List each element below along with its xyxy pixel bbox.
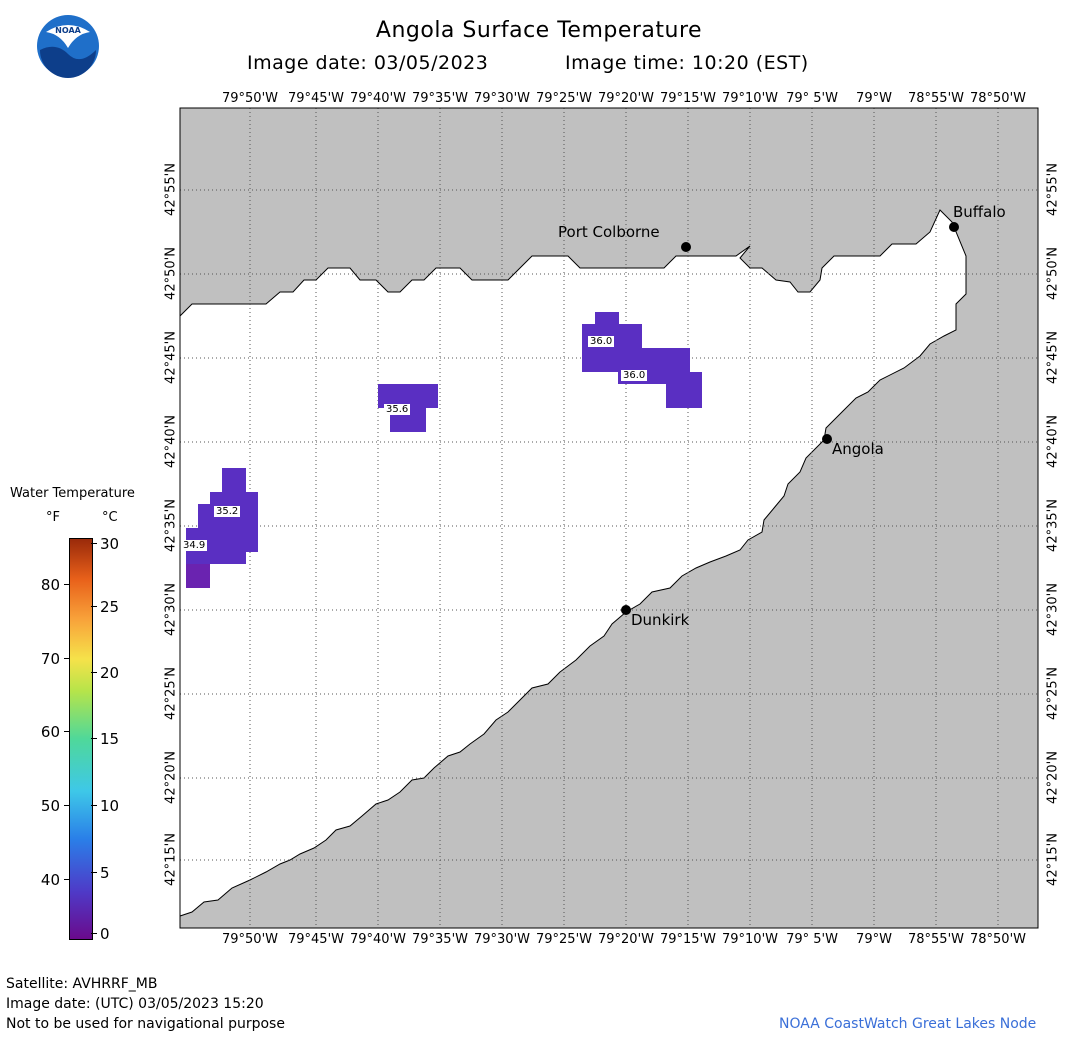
place-dunkirk: Dunkirk: [631, 611, 690, 629]
legend-tick-f: 60: [40, 723, 60, 741]
buffalo-marker-icon: [949, 222, 959, 232]
legend-tick-mark: [91, 543, 97, 544]
legend-tick-mark: [91, 606, 97, 607]
temp-label: 35.2: [214, 506, 241, 517]
place-buffalo: Buffalo: [953, 203, 1006, 221]
legend-tick-mark: [64, 879, 70, 880]
temp-label: 36.0: [588, 336, 615, 347]
lat-label-right: 42°15'N: [1045, 833, 1061, 886]
lon-label-top: 79°40'W: [349, 91, 406, 106]
footer-utc-date: Image date: (UTC) 03/05/2023 15:20: [6, 996, 264, 1012]
lake-water: [179, 209, 967, 917]
angola-marker-icon: [822, 434, 832, 444]
lon-label-bottom: 78°55'W: [907, 932, 964, 947]
lat-label-right: 42°55'N: [1045, 163, 1061, 216]
legend-unit-f: °F: [46, 510, 60, 525]
lon-label-top: 79°30'W: [473, 91, 530, 106]
map-title: Angola Surface Temperature: [375, 18, 703, 43]
lon-label-bottom: 79°40'W: [349, 932, 406, 947]
lat-label-right: 42°30'N: [1045, 583, 1061, 636]
lat-label-left: 42°30'N: [163, 583, 179, 636]
lon-label-bottom: 79°25'W: [535, 932, 592, 947]
lon-label-bottom: 79°35'W: [411, 932, 468, 947]
lon-label-bottom: 79°50'W: [221, 932, 278, 947]
legend-tick-c: 10: [100, 797, 120, 815]
legend-tick-mark: [91, 805, 97, 806]
lon-label-bottom: 79°20'W: [597, 932, 654, 947]
lat-label-left: 42°20'N: [163, 751, 179, 804]
lat-label-right: 42°35'N: [1045, 499, 1061, 552]
legend-tick-mark: [91, 738, 97, 739]
lat-label-left: 42°15'N: [163, 833, 179, 886]
logo-text: NOAA: [55, 26, 81, 35]
image-date-label: Image date: 03/05/2023: [247, 52, 489, 74]
lon-label-bottom: 79°45'W: [287, 932, 344, 947]
footer-credit: NOAA CoastWatch Great Lakes Node: [779, 1016, 1037, 1032]
legend-tick-c: 5: [100, 864, 110, 882]
temp-label: 34.9: [181, 540, 208, 551]
lon-label-top: 79°35'W: [411, 91, 468, 106]
legend-tick-c: 30: [100, 535, 120, 553]
dunkirk-marker-icon: [621, 605, 631, 615]
temp-label: 35.6: [384, 404, 411, 415]
legend-tick-mark: [91, 672, 97, 673]
lon-label-top: 79°45'W: [287, 91, 344, 106]
port-colborne-marker-icon: [681, 242, 691, 252]
legend-tick-c: 15: [100, 730, 120, 748]
lat-label-right: 42°20'N: [1045, 751, 1061, 804]
lon-label-top: 79°20'W: [597, 91, 654, 106]
lon-label-bottom: 79°10'W: [721, 932, 778, 947]
map-frame: [179, 107, 1039, 929]
legend-tick-f: 80: [40, 576, 60, 594]
lat-label-right: 42°50'N: [1045, 247, 1061, 300]
lon-label-bottom: 79°15'W: [659, 932, 716, 947]
lon-label-bottom: 79°W: [856, 932, 892, 947]
legend-tick-f: 40: [40, 871, 60, 889]
lat-label-left: 42°35'N: [163, 499, 179, 552]
legend-tick-f: 70: [40, 650, 60, 668]
lat-label-left: 42°40'N: [163, 415, 179, 468]
legend-tick-f: 50: [40, 797, 60, 815]
lat-label-left: 42°45'N: [163, 331, 179, 384]
lon-label-bottom: 78°50'W: [969, 932, 1026, 947]
legend-tick-mark: [91, 933, 97, 934]
lat-label-left: 42°25'N: [163, 667, 179, 720]
temp-label: 36.0: [621, 370, 648, 381]
lon-label-top: 79°15'W: [659, 91, 716, 106]
lon-label-bottom: 79° 5'W: [786, 932, 838, 947]
lon-label-top: 79°50'W: [221, 91, 278, 106]
legend-unit-c: °C: [102, 510, 118, 525]
place-port-colborne: Port Colborne: [558, 223, 660, 241]
lat-label-left: 42°55'N: [163, 163, 179, 216]
lon-label-top: 79°W: [856, 91, 892, 106]
legend-colorbar: [69, 538, 93, 940]
legend-tick-mark: [64, 731, 70, 732]
lon-label-top: 79°10'W: [721, 91, 778, 106]
legend-tick-mark: [91, 872, 97, 873]
lon-label-top: 79°25'W: [535, 91, 592, 106]
noaa-logo-icon: [36, 14, 100, 78]
lat-label-right: 42°45'N: [1045, 331, 1061, 384]
legend-tick-mark: [64, 584, 70, 585]
lon-label-top: 78°50'W: [969, 91, 1026, 106]
footer-disclaimer: Not to be used for navigational purpose: [6, 1016, 285, 1032]
lat-label-right: 42°40'N: [1045, 415, 1061, 468]
image-time-label: Image time: 10:20 (EST): [565, 52, 809, 74]
legend-tick-mark: [64, 658, 70, 659]
place-angola: Angola: [832, 440, 884, 458]
lon-label-top: 78°55'W: [907, 91, 964, 106]
legend-tick-c: 0: [100, 925, 110, 943]
legend-tick-mark: [64, 805, 70, 806]
legend-tick-c: 25: [100, 598, 120, 616]
footer-satellite: Satellite: AVHRRF_MB: [6, 976, 158, 992]
legend-title: Water Temperature: [10, 486, 135, 501]
lon-label-bottom: 79°30'W: [473, 932, 530, 947]
lat-label-right: 42°25'N: [1045, 667, 1061, 720]
legend-tick-c: 20: [100, 664, 120, 682]
lon-label-top: 79° 5'W: [786, 91, 838, 106]
lat-label-left: 42°50'N: [163, 247, 179, 300]
